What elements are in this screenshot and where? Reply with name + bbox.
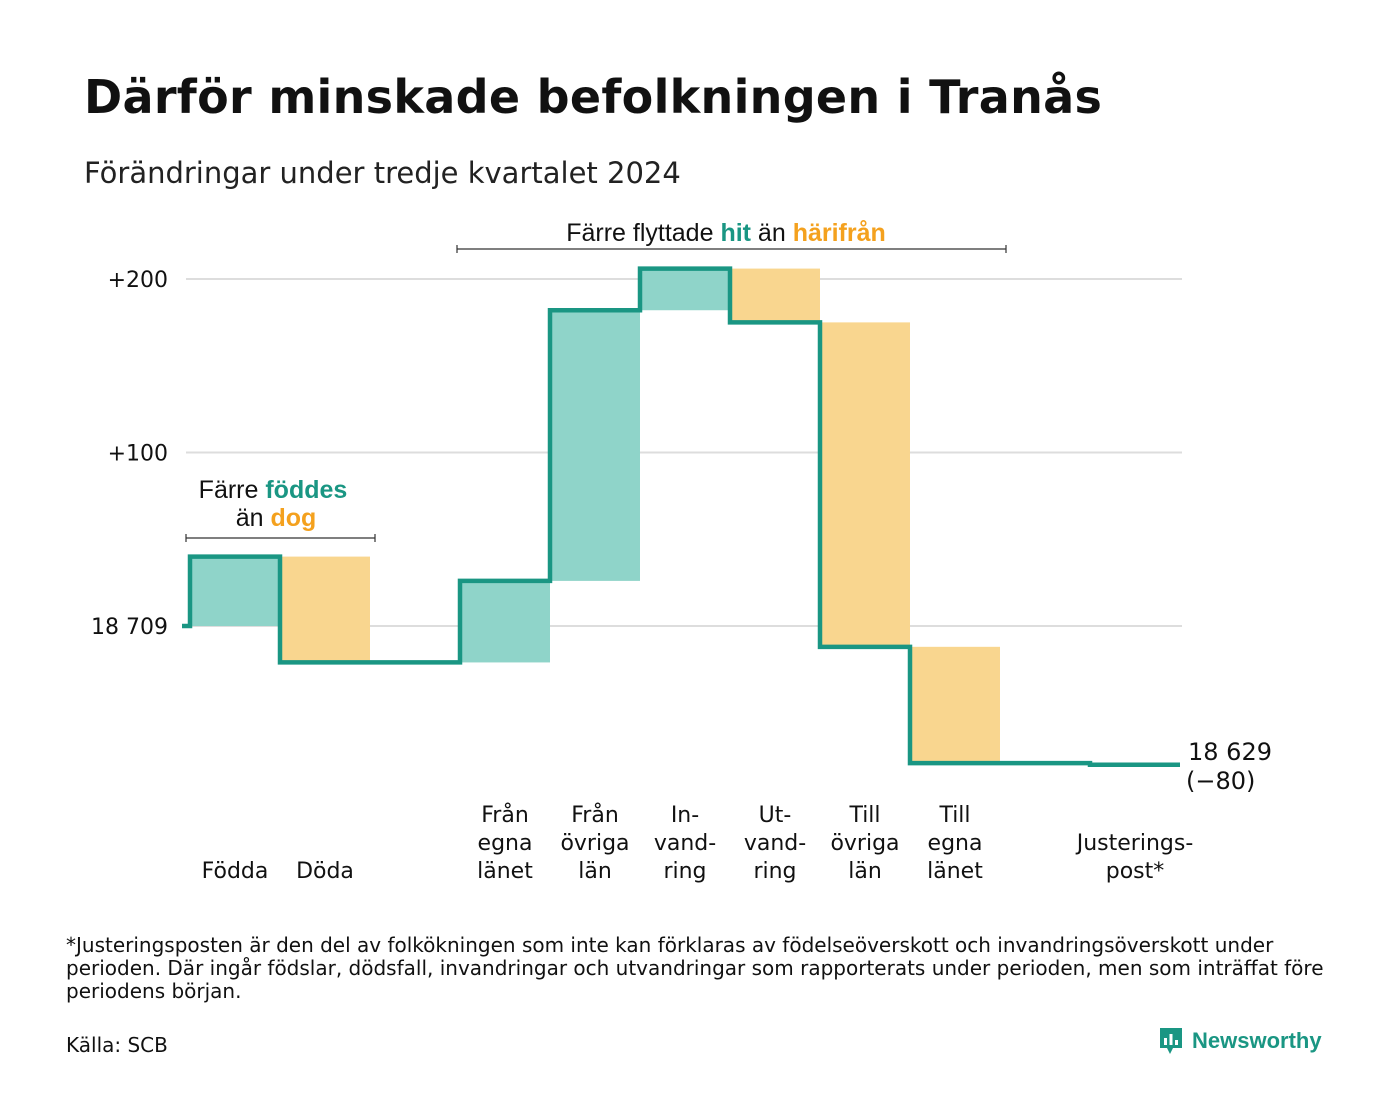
waterfall-bar — [640, 268, 730, 311]
x-category-label: Ut-vand-ring — [744, 803, 806, 884]
end-change-label: (−80) — [1186, 767, 1255, 795]
waterfall-bar — [460, 580, 550, 663]
waterfall-bar — [190, 556, 280, 626]
waterfall-bar — [820, 322, 910, 647]
footnote: *Justeringsposten är den del av folkökni… — [66, 933, 1324, 1003]
end-value-label: 18 629 — [1188, 738, 1272, 766]
waterfall-chart: 18 709 +100 +200 Födda Döda Från egna länet Från… — [91, 219, 1272, 884]
x-category-label: Till övriga län — [830, 803, 899, 884]
step-line-layer — [182, 266, 1180, 768]
waterfall-bar — [550, 310, 640, 581]
chart-subtitle: Förändringar under tredje kvartalet 2024 — [84, 156, 681, 190]
y-tick-label: 18 709 — [91, 615, 168, 640]
x-category-label: Till egna länet — [927, 803, 983, 884]
chart-title: Därför minskade befolkningen i Tranås — [84, 70, 1103, 124]
label-layer: 18 709 +100 +200 Födda Döda Från egna länet Från… — [91, 268, 1272, 884]
brand-name: Newsworthy — [1192, 1028, 1322, 1053]
waterfall-bar — [280, 556, 370, 663]
x-category-label: Från övriga län — [560, 802, 629, 884]
y-tick-label: +100 — [108, 442, 168, 467]
migration-annotation: Färre flyttade hit än härifrån — [566, 219, 886, 247]
births-annotation-line2: än dog — [236, 504, 317, 532]
x-category-label: Justerings-post* — [1075, 831, 1194, 884]
source-label: Källa: SCB — [66, 1033, 168, 1057]
brand-logo: Newsworthy — [1158, 1026, 1322, 1056]
cumulative-step-line — [182, 266, 1180, 768]
newsworthy-logo-icon — [1160, 1028, 1182, 1054]
x-category-label: Döda — [296, 859, 354, 884]
x-category-label: In-vand-ring — [654, 803, 716, 884]
bar-layer — [190, 268, 1000, 764]
waterfall-bar — [730, 268, 820, 323]
x-category-label: Från egna länet — [477, 802, 533, 884]
x-category-label: Födda — [202, 859, 269, 884]
births-annotation-line1: Färre föddes — [199, 476, 348, 504]
waterfall-bar — [910, 646, 1000, 764]
y-tick-label: +200 — [108, 268, 168, 293]
